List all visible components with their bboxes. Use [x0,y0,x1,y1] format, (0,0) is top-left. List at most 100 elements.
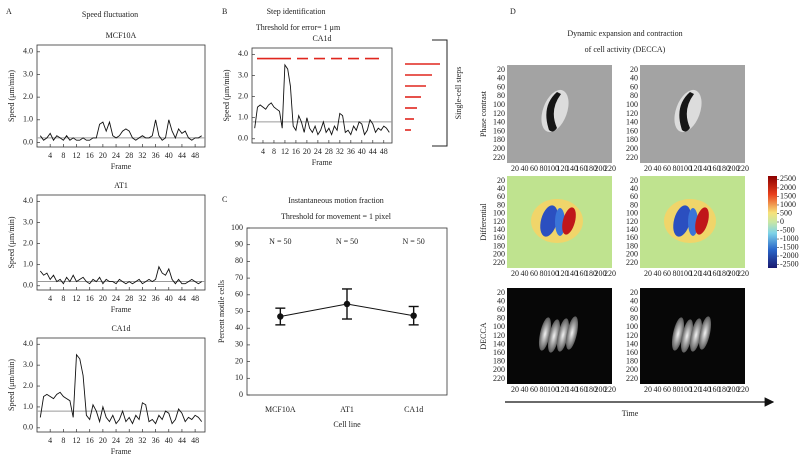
y-axis-label: Speed (μm/min) [7,70,16,122]
image-y-tick-label: 140 [493,225,505,234]
x-tick-label: 36 [152,436,160,445]
image-x-tick-label: 20 [644,269,652,278]
y-tick-label: 30 [235,340,243,349]
image-x-tick-label: 220 [737,164,749,173]
colorbar-tick-label: 500 [780,208,792,217]
x-tick-label: 40 [165,151,173,160]
image-y-tick-label: 200 [493,365,505,374]
y-tick-label: 4.0 [23,339,33,348]
image-y-tick-label: 80 [497,314,505,323]
x-tick-label: 32 [138,294,146,303]
image-y-tick-label: 180 [626,135,638,144]
x-tick-label: 4 [48,294,52,303]
image-x-tick-label: 160 [576,385,588,394]
panel-letter: B [222,7,227,16]
image-x-tick-label: 100 [547,269,559,278]
image-x-tick-label: 220 [737,385,749,394]
y-tick-label: 2.0 [23,381,33,390]
plot-frame [36,194,206,291]
x-tick-label: 32 [138,151,146,160]
x-tick-label: 16 [86,294,94,303]
colorbar-tick-label: 1500 [780,191,796,200]
image-x-tick-label: 120 [557,269,569,278]
activity [565,316,579,350]
image-y-tick-label: 160 [626,233,638,242]
image-y-tick-label: 200 [493,250,505,259]
image-x-tick-label: 60 [663,385,671,394]
image [640,176,745,268]
panel-title: Step identification [267,7,326,16]
image-x-tick-label: 80 [540,269,548,278]
image-x-tick-label: 180 [718,269,730,278]
image-y-tick-label: 100 [493,209,505,218]
image-x-tick-label: 40 [521,269,529,278]
x-tick-label: 48 [191,436,199,445]
image-x-tick-label: 60 [663,269,671,278]
image-y-tick-label: 220 [626,153,638,162]
image-x-tick-label: 80 [673,385,681,394]
image-y-tick-label: 120 [626,331,638,340]
image-y-tick-label: 120 [626,217,638,226]
image-x-tick-label: 80 [673,269,681,278]
image-x-tick-label: 20 [644,164,652,173]
image-y-tick-label: 120 [493,109,505,118]
image-x-tick-label: 80 [540,385,548,394]
image-x-tick-label: 100 [680,385,692,394]
colorbar-tick-label: 2000 [780,183,796,192]
annotation: N = 50 [336,237,358,246]
image-x-tick-label: 80 [673,164,681,173]
x-tick-label: 28 [125,151,133,160]
colorbar-tick-label: -2000 [780,251,799,260]
image-x-tick-label: 120 [690,385,702,394]
image-x-tick-label: 120 [690,164,702,173]
image-y-tick-label: 60 [497,82,505,91]
x-tick-label: 16 [86,436,94,445]
plot-frame [36,44,206,148]
image-y-tick-label: 20 [497,176,505,185]
bracket [432,39,448,147]
y-tick-label: 20 [235,356,243,365]
colorbar [768,176,777,268]
image-x-tick-label: 100 [547,385,559,394]
y-axis-label: Speed (μm/min) [222,69,231,121]
panel-letter: A [6,7,12,16]
image-y-tick-label: 80 [630,91,638,100]
image-x-tick-label: 140 [566,385,578,394]
x-tick-label: 12 [281,147,289,156]
x-tick-label: 32 [138,436,146,445]
category-label: CA1d [404,405,423,414]
image-x-tick-label: 40 [521,164,529,173]
activity [556,318,570,352]
activity [680,319,694,353]
x-tick-label: 12 [73,294,81,303]
y-axis-label: Speed (μm/min) [7,216,16,268]
activity [671,317,685,351]
y-axis-label: Percent motile cells [217,280,226,343]
image-y-tick-label: 80 [497,91,505,100]
x-tick-label: 20 [99,294,107,303]
x-tick-label: 44 [178,151,186,160]
y-tick-label: 2.0 [23,92,33,101]
x-tick-label: 24 [112,151,120,160]
y-axis-label: Speed (μm/min) [7,359,16,411]
y-tick-label: 0.0 [23,281,33,290]
image-x-tick-label: 60 [663,164,671,173]
image-y-tick-label: 60 [497,192,505,201]
image-x-tick-label: 60 [530,164,538,173]
colorbar-tick-label: -1000 [780,234,799,243]
x-tick-label: 36 [347,147,355,156]
image-y-tick-label: 120 [493,331,505,340]
x-tick-label: 16 [292,147,300,156]
y-tick-label: 0.0 [23,423,33,432]
image-y-tick-label: 20 [630,65,638,74]
x-tick-label: 24 [314,147,322,156]
image-y-tick-label: 100 [493,100,505,109]
colorbar-tick-label: 2500 [780,174,796,183]
mean-point [343,300,351,308]
image-x-tick-label: 140 [699,269,711,278]
chart-title: CA1d [111,324,130,333]
image-x-tick-label: 200 [595,385,607,394]
speed-line [39,353,203,425]
panel-title: Dynamic expansion and contraction [567,29,682,38]
